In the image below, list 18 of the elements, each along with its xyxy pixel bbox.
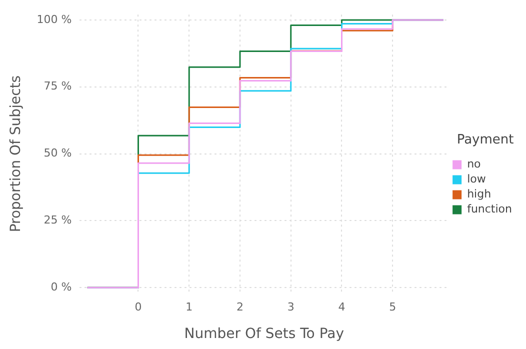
y-tick-label: 25 % xyxy=(44,214,72,227)
x-tick-label: 4 xyxy=(338,300,346,314)
y-tick-label: 50 % xyxy=(44,146,72,160)
x-tick-label: 0 xyxy=(134,300,142,314)
x-tick-label: 1 xyxy=(186,300,193,314)
y-tick-label: 0 % xyxy=(50,280,72,294)
legend-label: high xyxy=(467,188,492,201)
y-tick-label: 75 % xyxy=(44,80,72,93)
y-tick-label: 100 % xyxy=(36,12,72,26)
x-axis-title: Number Of Sets To Pay xyxy=(184,326,344,342)
y-axis-title: Proportion Of Subjects xyxy=(8,75,24,232)
x-tick-label: 5 xyxy=(389,300,396,314)
x-tick-label: 3 xyxy=(287,300,294,314)
legend-label: low xyxy=(467,172,486,186)
x-tick-label: 2 xyxy=(236,300,244,314)
legend-label: no xyxy=(467,158,482,171)
legend-label: function xyxy=(467,202,512,216)
legend-title: Payment xyxy=(456,132,514,148)
